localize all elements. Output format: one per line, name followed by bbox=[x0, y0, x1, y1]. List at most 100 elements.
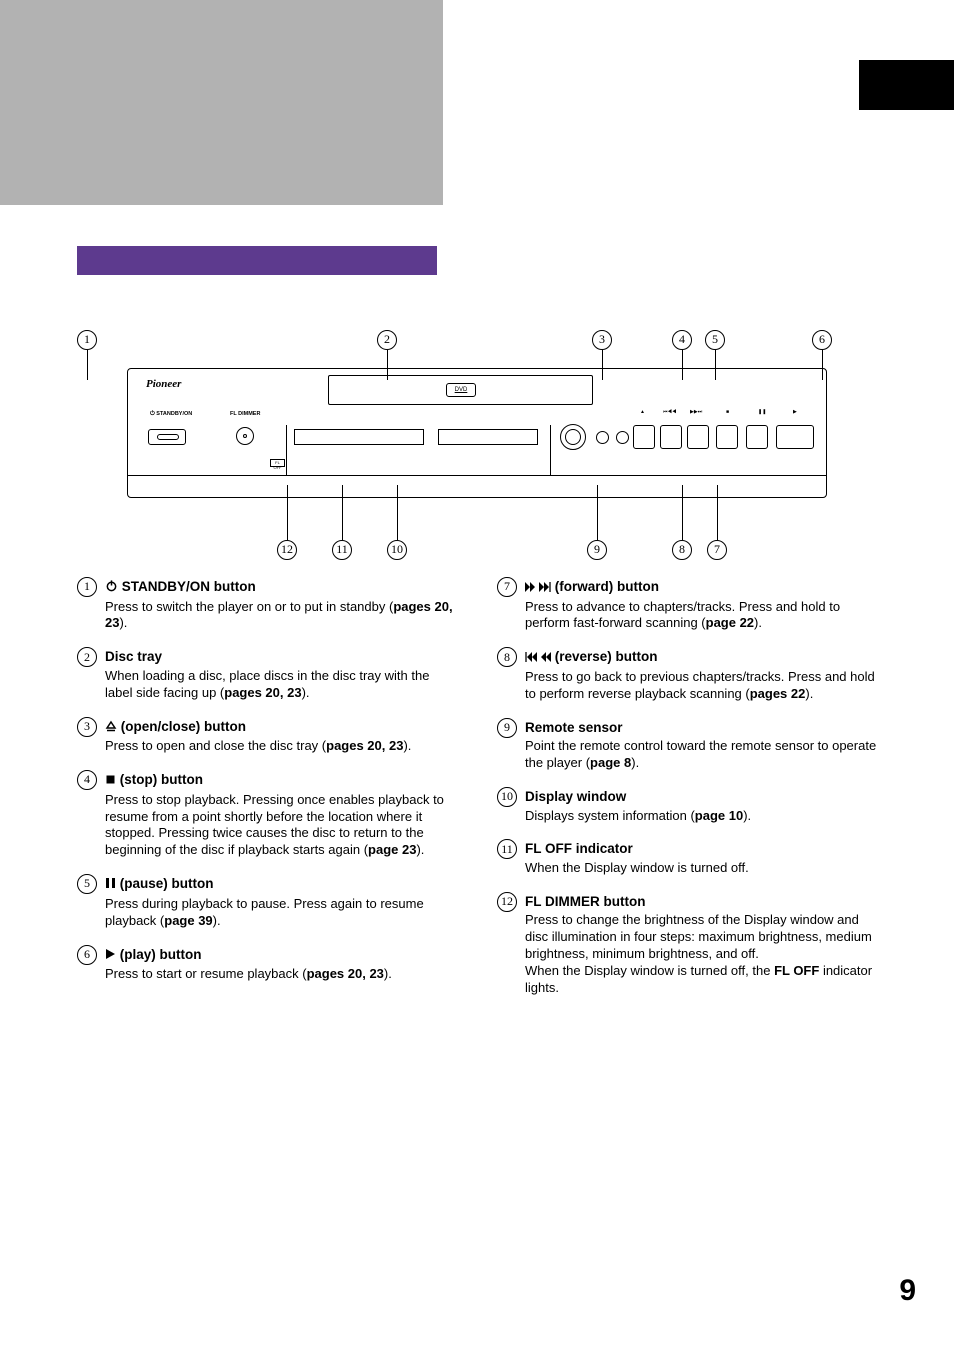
item-description: Point the remote control toward the remo… bbox=[525, 738, 877, 772]
callout-7: 7 bbox=[707, 540, 727, 560]
display-window bbox=[438, 429, 538, 445]
page-reference: page 10 bbox=[695, 808, 743, 823]
item-description: Press to open and close the disc tray (p… bbox=[105, 738, 457, 755]
brand-logo: Pioneer bbox=[146, 377, 181, 391]
item-body: (forward) button Press to advance to chap… bbox=[525, 578, 877, 632]
page-number: 9 bbox=[899, 1271, 916, 1310]
page-reference: page 8 bbox=[590, 755, 631, 770]
callout-line bbox=[342, 485, 343, 540]
callout-line bbox=[87, 350, 88, 380]
power-icon bbox=[105, 579, 118, 597]
description-item-5: 5 (pause) buttonPress during playback to… bbox=[77, 875, 457, 929]
callout-11: 11 bbox=[332, 540, 352, 560]
item-body: (reverse) button Press to go back to prev… bbox=[525, 648, 877, 702]
description-columns: 1 STANDBY/ON buttonPress to switch the p… bbox=[77, 578, 877, 1013]
description-item-10: 10Display windowDisplays system informat… bbox=[497, 788, 877, 824]
page-reference: pages 20, 23 bbox=[105, 599, 453, 631]
reverse-button bbox=[660, 425, 682, 449]
item-title: (open/close) button bbox=[105, 718, 457, 737]
item-description: Press to switch the player on or to put … bbox=[105, 599, 457, 633]
play-icon bbox=[105, 947, 116, 965]
callout-8: 8 bbox=[672, 540, 692, 560]
play-symbol-icon: ▶ bbox=[793, 409, 797, 416]
callout-line bbox=[597, 485, 598, 540]
section-heading-bar bbox=[77, 246, 437, 275]
page-reference: pages 20, 23 bbox=[307, 966, 384, 981]
page-reference: pages 20, 23 bbox=[326, 738, 403, 753]
reverse-symbol-icon: ⏮◀◀ bbox=[663, 409, 676, 416]
description-item-7: 7 (forward) button Press to advance to ch… bbox=[497, 578, 877, 632]
item-number: 5 bbox=[77, 874, 97, 894]
standby-button bbox=[148, 429, 186, 445]
eject-button bbox=[633, 425, 655, 449]
item-number: 9 bbox=[497, 718, 517, 738]
play-button bbox=[776, 425, 814, 449]
item-title: (reverse) button bbox=[525, 648, 877, 667]
item-description: Press to change the brightness of the Di… bbox=[525, 912, 877, 996]
device-base bbox=[128, 475, 826, 497]
item-title: Display window bbox=[525, 788, 877, 806]
divider bbox=[550, 425, 551, 475]
item-number: 7 bbox=[497, 577, 517, 597]
item-number: 4 bbox=[77, 770, 97, 790]
item-number: 2 bbox=[77, 647, 97, 667]
forward-button bbox=[687, 425, 709, 449]
item-description: Press to go back to previous chapters/tr… bbox=[525, 669, 877, 703]
description-item-1: 1 STANDBY/ON buttonPress to switch the p… bbox=[77, 578, 457, 632]
pause-button bbox=[746, 425, 768, 449]
fl-dimmer-label: FL DIMMER bbox=[230, 411, 260, 418]
page-reference: page 23 bbox=[368, 842, 416, 857]
callout-9: 9 bbox=[587, 540, 607, 560]
eject-symbol-icon: ▲ bbox=[640, 409, 645, 416]
page-tab-marker bbox=[859, 60, 954, 110]
callout-line bbox=[682, 485, 683, 540]
item-body: (open/close) buttonPress to open and clo… bbox=[105, 718, 457, 755]
eject-icon bbox=[105, 719, 117, 737]
callout-line bbox=[717, 485, 718, 540]
item-description: When the Display window is turned off. bbox=[525, 860, 877, 877]
item-body: FL OFF indicator When the Display window … bbox=[525, 840, 877, 876]
description-item-2: 2Disc trayWhen loading a disc, place dis… bbox=[77, 648, 457, 701]
jack-1 bbox=[596, 431, 609, 444]
item-title: Remote sensor bbox=[525, 719, 877, 737]
item-body: FL DIMMER buttonPress to change the brig… bbox=[525, 893, 877, 997]
item-description: Displays system information (page 10). bbox=[525, 808, 877, 825]
item-body: Display window Displays system informatio… bbox=[525, 788, 877, 824]
item-title: FL OFF indicator bbox=[525, 840, 877, 858]
callout-12: 12 bbox=[277, 540, 297, 560]
right-column: 7 (forward) button Press to advance to ch… bbox=[497, 578, 877, 1013]
stop-symbol-icon: ■ bbox=[726, 409, 729, 416]
description-item-6: 6 (play) buttonPress to start or resume … bbox=[77, 946, 457, 983]
item-body: (pause) buttonPress during playback to p… bbox=[105, 875, 457, 929]
callout-10: 10 bbox=[387, 540, 407, 560]
item-number: 3 bbox=[77, 717, 97, 737]
dvd-badge: DVD bbox=[446, 383, 476, 397]
callout-4: 4 bbox=[672, 330, 692, 350]
item-title: (forward) button bbox=[525, 578, 877, 597]
remote-sensor bbox=[560, 424, 586, 450]
pause-icon bbox=[105, 876, 116, 894]
header-gray-block bbox=[0, 0, 443, 205]
item-description: Press to start or resume playback (pages… bbox=[105, 966, 457, 983]
description-item-3: 3 (open/close) buttonPress to open and c… bbox=[77, 718, 457, 755]
callout-1: 1 bbox=[77, 330, 97, 350]
callout-line bbox=[287, 485, 288, 540]
left-column: 1 STANDBY/ON buttonPress to switch the p… bbox=[77, 578, 457, 1013]
callout-line bbox=[397, 485, 398, 540]
device-body: Pioneer DVD ⏻ STANDBY/ON FL DIMMER FL OF… bbox=[127, 368, 827, 498]
indicator-name: FL OFF bbox=[774, 963, 819, 978]
callout-6: 6 bbox=[812, 330, 832, 350]
description-item-4: 4 (stop) buttonPress to stop playback. P… bbox=[77, 771, 457, 859]
item-description: Press to advance to chapters/tracks. Pre… bbox=[525, 599, 877, 633]
item-body: STANDBY/ON button Press to switch the pla… bbox=[105, 578, 457, 632]
fl-off-indicator: FL OFF bbox=[270, 459, 285, 467]
page-reference: page 39 bbox=[164, 913, 212, 928]
item-number: 8 bbox=[497, 647, 517, 667]
item-title: FL DIMMER button bbox=[525, 893, 877, 911]
item-title: (play) button bbox=[105, 946, 457, 965]
page-reference: pages 20, 23 bbox=[224, 685, 301, 700]
item-title: STANDBY/ON button bbox=[105, 578, 457, 597]
forward-symbol-icon: ▶▶⏭ bbox=[690, 409, 702, 416]
item-title: (stop) button bbox=[105, 771, 457, 790]
item-title: (pause) button bbox=[105, 875, 457, 894]
